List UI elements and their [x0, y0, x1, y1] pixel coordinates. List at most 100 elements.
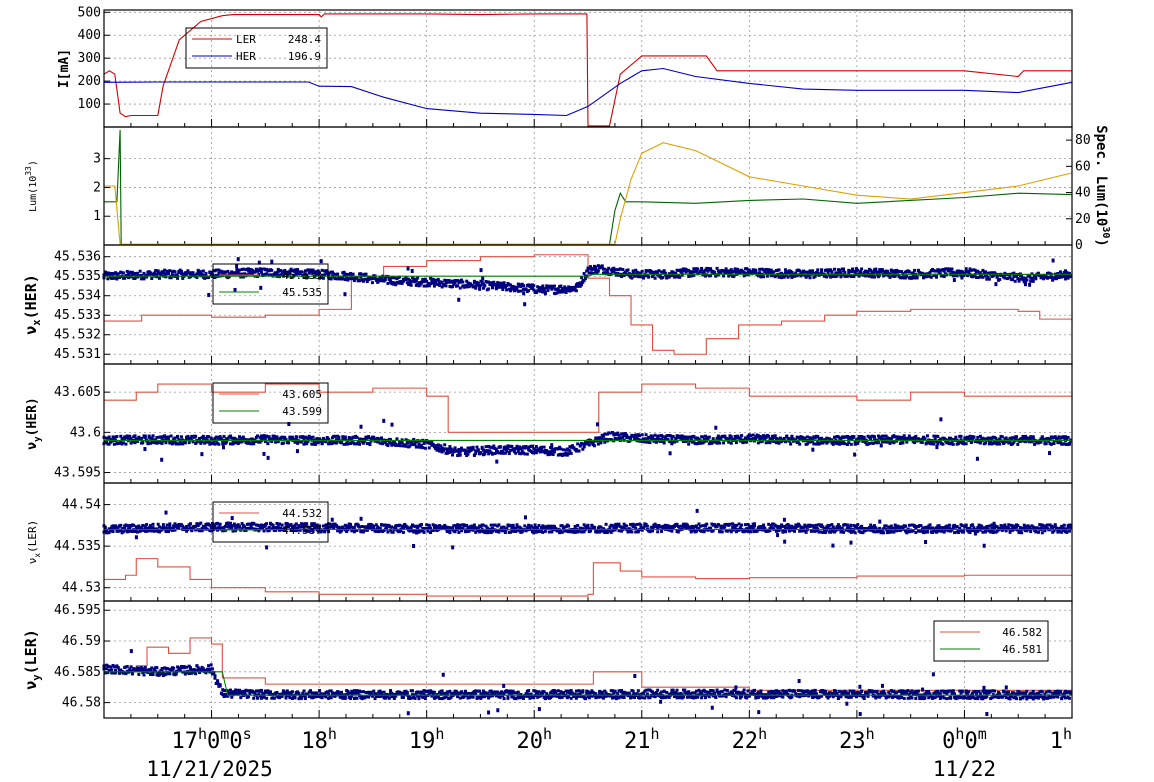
data-point [360, 273, 364, 277]
data-point [1024, 526, 1028, 530]
data-point [223, 270, 227, 274]
data-point [168, 269, 172, 273]
data-point [938, 525, 942, 530]
data-point [414, 528, 418, 532]
data-point [200, 272, 204, 276]
data-point [490, 452, 494, 456]
data-point [1053, 435, 1057, 439]
data-point [209, 271, 213, 275]
data-point [327, 530, 331, 534]
data-point [616, 431, 620, 435]
data-point [651, 529, 655, 533]
data-point [176, 435, 180, 439]
data-point [454, 526, 458, 530]
data-point [115, 277, 119, 281]
data-point [985, 273, 989, 277]
data-point [404, 444, 408, 448]
data-point [605, 270, 609, 274]
data-point [993, 440, 997, 444]
data-point [732, 274, 736, 278]
data-point [980, 273, 984, 277]
data-point [873, 524, 877, 528]
data-point [447, 525, 451, 529]
data-point [207, 275, 211, 279]
data-point [630, 530, 634, 534]
data-point [275, 435, 279, 439]
data-point [649, 525, 653, 529]
data-point [1062, 523, 1066, 527]
data-point [635, 435, 639, 439]
data-point [729, 529, 733, 533]
data-point [509, 448, 513, 452]
data-point [466, 446, 470, 450]
data-point [391, 530, 395, 534]
data-point [222, 434, 226, 438]
data-point [383, 440, 387, 444]
data-point [538, 450, 542, 454]
data-point [1069, 526, 1073, 530]
data-point [235, 268, 239, 272]
data-point [514, 451, 518, 455]
data-point [363, 439, 367, 443]
data-point [377, 530, 381, 534]
data-point [191, 440, 195, 444]
data-point [541, 290, 545, 294]
data-point [199, 521, 203, 525]
data-point [644, 433, 648, 437]
data-point [310, 522, 314, 526]
y-axis-label-sub: x [33, 553, 42, 558]
data-point [938, 268, 942, 272]
data-point [425, 284, 429, 288]
data-point [231, 529, 235, 533]
data-point [343, 292, 347, 297]
data-point [607, 266, 611, 270]
data-point [811, 437, 815, 441]
data-point [257, 524, 261, 528]
data-point [1033, 526, 1037, 530]
data-point [818, 441, 822, 445]
data-point [709, 526, 713, 530]
data-point [170, 528, 174, 532]
y-axis-label-rest: (HER) [25, 397, 40, 436]
data-point [878, 519, 882, 524]
data-point [1011, 278, 1015, 282]
right-axis-label: Spec. Lum(1030) [1093, 125, 1111, 247]
data-point [142, 271, 146, 275]
data-point [1022, 436, 1026, 440]
data-point [1061, 528, 1065, 532]
data-point [1065, 437, 1069, 441]
data-point [505, 449, 509, 453]
data-point [345, 530, 349, 534]
data-point [1031, 276, 1035, 280]
data-point [581, 447, 585, 451]
data-point [758, 434, 762, 438]
data-point [476, 281, 480, 285]
data-point [127, 529, 131, 533]
data-point [519, 526, 523, 530]
data-point [821, 531, 825, 535]
data-point [164, 510, 168, 515]
data-point [458, 523, 462, 527]
data-point [811, 447, 815, 452]
series-line-spec-lum [104, 142, 1073, 245]
data-point [177, 527, 181, 531]
data-point [416, 445, 420, 449]
data-point [830, 523, 834, 527]
data-point [991, 273, 995, 277]
data-point [243, 437, 247, 441]
data-point [669, 525, 673, 529]
data-point [413, 443, 417, 447]
data-point [222, 445, 226, 450]
data-point [803, 523, 807, 527]
data-point [164, 529, 168, 533]
data-point [682, 440, 686, 444]
data-point [298, 272, 302, 276]
data-point [236, 257, 240, 262]
data-point [816, 440, 820, 444]
data-point [299, 270, 303, 274]
data-point [385, 525, 389, 529]
data-point [959, 438, 963, 442]
data-point [833, 435, 837, 439]
y-axis-label: νx(LER) [26, 520, 42, 564]
data-point [981, 530, 985, 534]
